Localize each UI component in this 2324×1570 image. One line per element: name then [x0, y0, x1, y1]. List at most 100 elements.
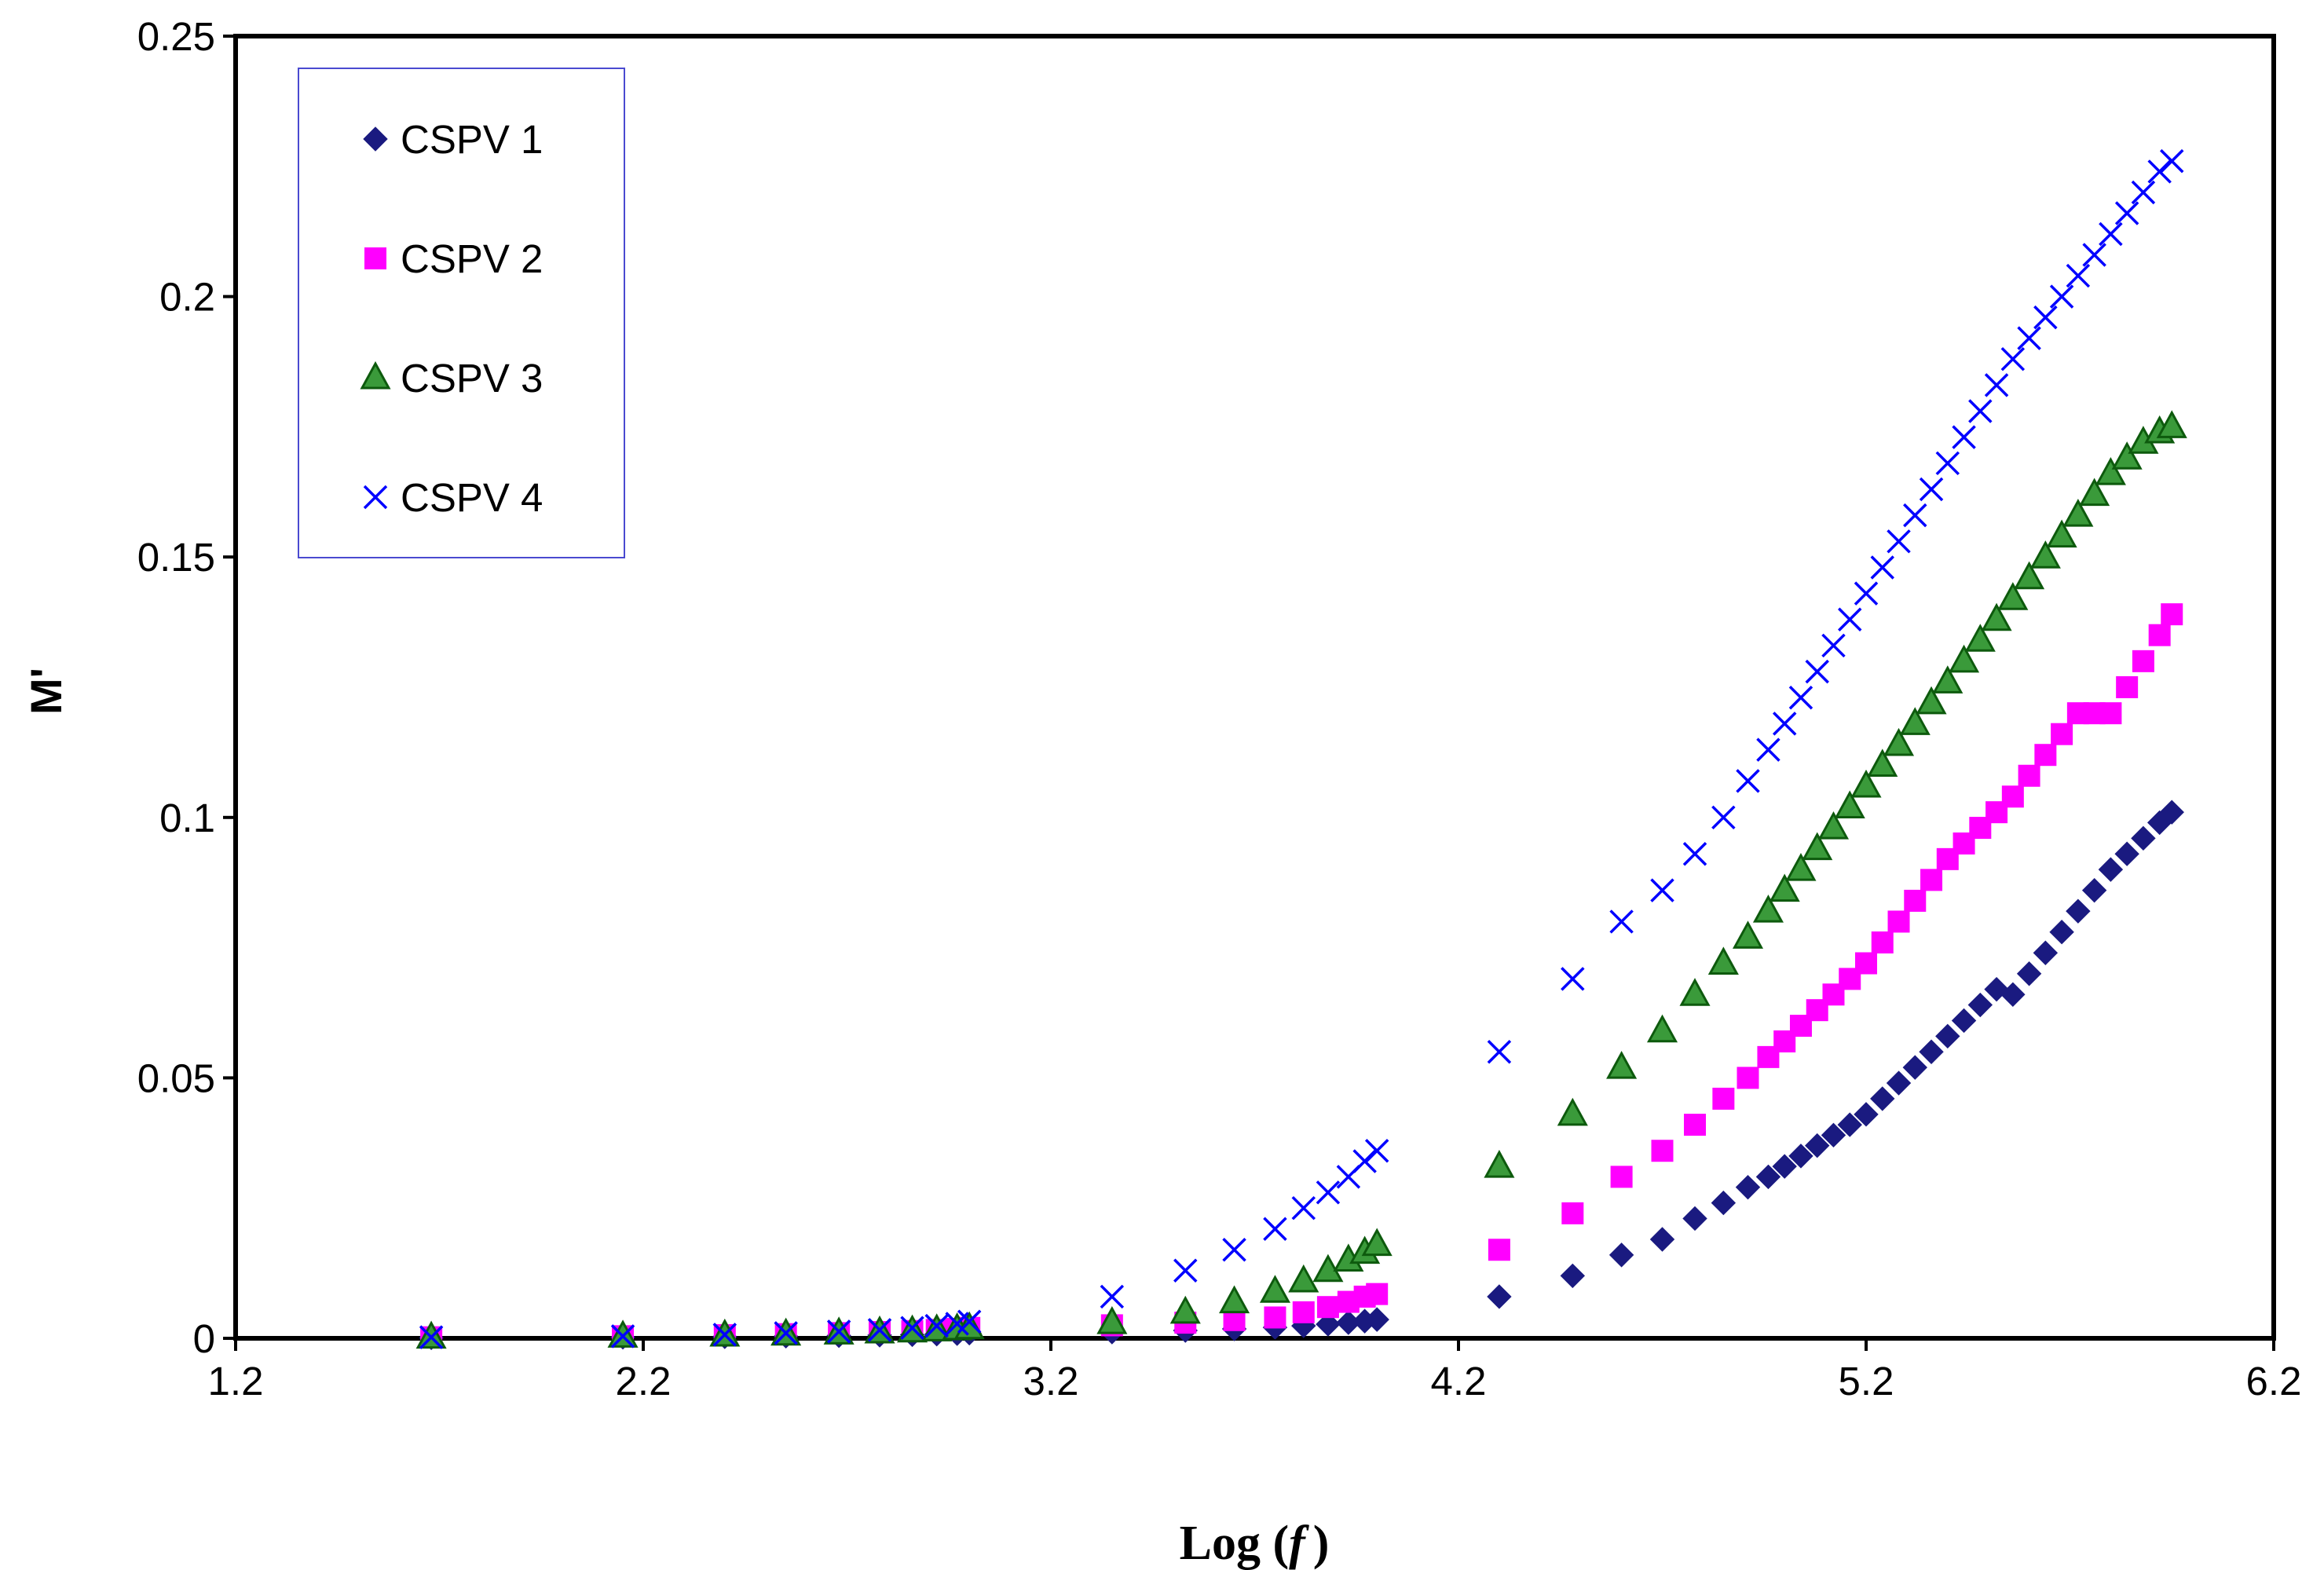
cspv3-point — [1361, 1228, 1393, 1257]
cspv4-point — [2082, 243, 2106, 267]
cspv1-point — [2049, 919, 2074, 945]
cspv1-point — [1935, 1023, 1960, 1049]
cspv3-point — [1899, 707, 1931, 735]
cspv3-point — [2046, 519, 2077, 548]
cspv3-point — [953, 1311, 985, 1340]
cspv1-point — [2081, 877, 2107, 903]
cspv4-point — [1736, 769, 1760, 793]
cspv4-point — [1291, 1195, 1316, 1221]
y-tick-label: 0.25 — [137, 14, 215, 59]
cspv3-point — [1707, 946, 1739, 975]
cspv4-point — [1609, 909, 1634, 934]
cspv2-point — [1712, 1087, 1735, 1110]
cspv2-point — [1366, 1283, 1389, 1305]
cspv4-point — [1650, 878, 1674, 902]
cspv4-point — [2033, 305, 2058, 330]
cspv1-point — [1560, 1263, 1586, 1289]
cspv4-point — [1952, 425, 1976, 449]
legend-cspv1-marker — [363, 126, 388, 152]
cspv1-point — [2033, 940, 2059, 965]
cspv3-point — [2111, 441, 2143, 470]
cspv1-point — [2098, 857, 2124, 882]
cspv2-point — [1920, 869, 1943, 891]
cspv4-point — [1788, 686, 1813, 710]
cspv2-point — [2161, 603, 2183, 626]
cspv1-point — [1902, 1055, 1927, 1080]
cspv2-point — [1871, 931, 1894, 953]
legend-cspv4-label: CSPV 4 — [401, 475, 543, 520]
cspv3-point — [1219, 1285, 1250, 1314]
x-axis-ticks: 1.2 2.2 3.2 4.2 5.2 6.2 — [208, 1338, 2302, 1403]
cspv4-point — [900, 1316, 924, 1340]
cspv1-point — [1755, 1164, 1781, 1190]
cspv1-point — [1886, 1070, 1912, 1096]
x-tick-label: 2.2 — [616, 1359, 672, 1403]
cspv3-point — [2062, 499, 2094, 527]
cspv4-point — [1756, 737, 1781, 762]
y-tick-label: 0 — [193, 1316, 215, 1361]
cspv4-point — [1935, 451, 1960, 476]
y-tick-label: 0.05 — [137, 1056, 215, 1100]
cspv2-point — [1316, 1296, 1339, 1319]
cspv4-point — [2160, 148, 2184, 174]
cspv2-point — [2051, 723, 2073, 745]
cspv1-point — [1364, 1307, 1389, 1332]
cspv2-point — [1737, 1067, 1759, 1089]
cspv4-point — [1316, 1180, 1341, 1205]
cspv3-point — [1916, 686, 1947, 715]
cspv4-point — [610, 1324, 635, 1349]
cspv3-point — [1169, 1295, 1201, 1324]
cspv2-point — [1488, 1239, 1510, 1261]
cspv1-point — [1682, 1206, 1707, 1231]
cspv4-point — [1821, 633, 1846, 658]
cspv3-point — [1981, 602, 2012, 631]
cspv4-point — [1487, 1040, 1512, 1064]
cspv1-point — [2114, 841, 2139, 866]
cspv1-point — [2159, 800, 2184, 825]
cspv4-point — [1854, 581, 1879, 606]
x-tick-label: 5.2 — [1839, 1359, 1894, 1403]
cspv3-point — [2095, 456, 2126, 485]
cspv4-point — [774, 1321, 798, 1345]
cspv4-point — [1173, 1258, 1198, 1283]
cspv1-point — [1951, 1008, 1977, 1034]
cspv3-point — [1997, 582, 2029, 610]
cspv2-point — [1292, 1301, 1315, 1323]
cspv4-point — [1222, 1238, 1246, 1262]
y-axis-title: M' — [21, 668, 71, 715]
cspv4-point — [924, 1313, 949, 1338]
cspv4-point — [1984, 373, 2009, 397]
cspv4-point — [1838, 607, 1862, 632]
cspv4-point — [957, 1309, 982, 1334]
cspv4-point — [1968, 399, 1993, 423]
cspv1-point — [1854, 1102, 1879, 1127]
cspv3-point — [1769, 873, 1800, 902]
legend-cspv2-label: CSPV 2 — [401, 236, 543, 281]
cspv4-point — [867, 1318, 892, 1342]
cspv3-point — [1259, 1275, 1290, 1303]
cspv4-point — [1100, 1284, 1125, 1309]
cspv3-point — [607, 1319, 639, 1348]
cspv3-point — [1732, 920, 1764, 949]
cspv4-point — [1919, 477, 1944, 502]
x-tick-label: 6.2 — [2246, 1359, 2302, 1403]
cspv4-point — [1364, 1139, 1389, 1163]
cspv4-point — [1682, 841, 1707, 866]
x-axis-title: Log (f) — [1180, 1517, 1330, 1570]
cspv1-point — [1821, 1122, 1846, 1148]
cspv3-point — [1679, 978, 1711, 1006]
cspv2-point — [1887, 910, 1910, 933]
cspv1-point — [1837, 1112, 1862, 1137]
cspv4-point — [2066, 263, 2091, 288]
cspv3-point — [415, 1320, 447, 1349]
cspv3-point — [1932, 665, 1964, 694]
legend-cspv3-marker — [360, 360, 391, 390]
cspv3-point — [1646, 1014, 1678, 1043]
cspv3-point — [1484, 1150, 1515, 1178]
cspv4-point — [1772, 712, 1797, 736]
cspv2-point — [2018, 764, 2040, 787]
x-tick-label: 4.2 — [1431, 1359, 1487, 1403]
cspv3-point — [1949, 644, 1980, 673]
cspv2-point — [1561, 1202, 1584, 1224]
cspv4-point — [1263, 1217, 1287, 1241]
